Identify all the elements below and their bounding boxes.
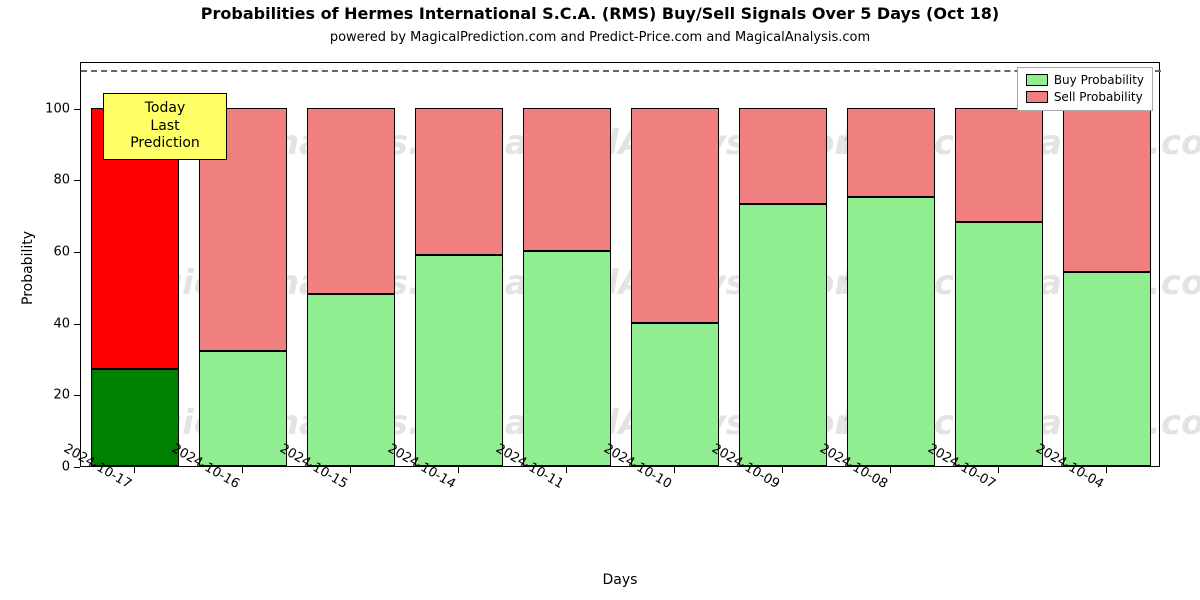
x-tick-mark — [1106, 467, 1107, 473]
x-tick-mark — [566, 467, 567, 473]
legend-swatch-buy — [1026, 74, 1048, 86]
bar-group — [955, 108, 1044, 466]
bar-group — [415, 108, 504, 466]
bar-segment-buy — [847, 197, 936, 466]
legend-swatch-sell — [1026, 91, 1048, 103]
bar-segment-sell — [307, 108, 396, 294]
bar-segment-sell — [415, 108, 504, 255]
x-tick-mark — [350, 467, 351, 473]
bar-segment-sell — [955, 108, 1044, 223]
y-tick-label: 40 — [40, 316, 70, 331]
y-tick-mark — [74, 180, 80, 181]
bar-segment-sell — [631, 108, 720, 323]
x-tick-mark — [782, 467, 783, 473]
bar-segment-buy — [1063, 272, 1152, 466]
bar-segment-sell — [1063, 108, 1152, 273]
chart-title: Probabilities of Hermes International S.… — [0, 4, 1200, 23]
bar-segment-sell — [523, 108, 612, 251]
x-tick-mark — [242, 467, 243, 473]
x-tick-mark — [890, 467, 891, 473]
y-axis-label: Probability — [20, 230, 36, 304]
y-tick-label: 80 — [40, 173, 70, 188]
bar-group — [847, 108, 936, 466]
legend-item-buy: Buy Probability — [1026, 72, 1144, 89]
y-tick-label: 100 — [40, 101, 70, 116]
chart-subtitle: powered by MagicalPrediction.com and Pre… — [0, 30, 1200, 45]
x-tick-mark — [458, 467, 459, 473]
x-tick-mark — [998, 467, 999, 473]
bar-segment-sell — [847, 108, 936, 198]
legend-label-buy: Buy Probability — [1054, 72, 1144, 89]
bar-segment-buy — [523, 251, 612, 466]
x-axis-label: Days — [80, 572, 1160, 588]
y-tick-label: 0 — [40, 460, 70, 475]
bar-group — [739, 108, 828, 466]
bar-group — [523, 108, 612, 466]
y-tick-mark — [74, 109, 80, 110]
y-tick-mark — [74, 252, 80, 253]
bar-group — [1063, 108, 1152, 466]
bar-group — [199, 108, 288, 466]
today-annotation: Today Last Prediction — [103, 93, 227, 160]
x-tick-mark — [134, 467, 135, 473]
bar-segment-buy — [955, 222, 1044, 466]
bar-segment-sell — [739, 108, 828, 205]
y-tick-mark — [74, 467, 80, 468]
plot-area: MagicalAnalysis.comMagicalAnalysis.comMa… — [80, 62, 1160, 467]
bar-segment-buy — [739, 204, 828, 466]
today-annotation-line1: Today — [114, 100, 216, 118]
threshold-dashed-line — [81, 70, 1161, 72]
bar-group — [91, 108, 180, 466]
y-tick-label: 60 — [40, 244, 70, 259]
today-annotation-line2: Last Prediction — [114, 118, 216, 153]
legend-label-sell: Sell Probability — [1054, 89, 1143, 106]
bar-group — [631, 108, 720, 466]
x-tick-mark — [674, 467, 675, 473]
chart-container: Probabilities of Hermes International S.… — [0, 0, 1200, 600]
y-tick-mark — [74, 395, 80, 396]
bar-group — [307, 108, 396, 466]
legend: Buy Probability Sell Probability — [1017, 67, 1153, 111]
y-tick-label: 20 — [40, 388, 70, 403]
legend-item-sell: Sell Probability — [1026, 89, 1144, 106]
y-tick-mark — [74, 324, 80, 325]
